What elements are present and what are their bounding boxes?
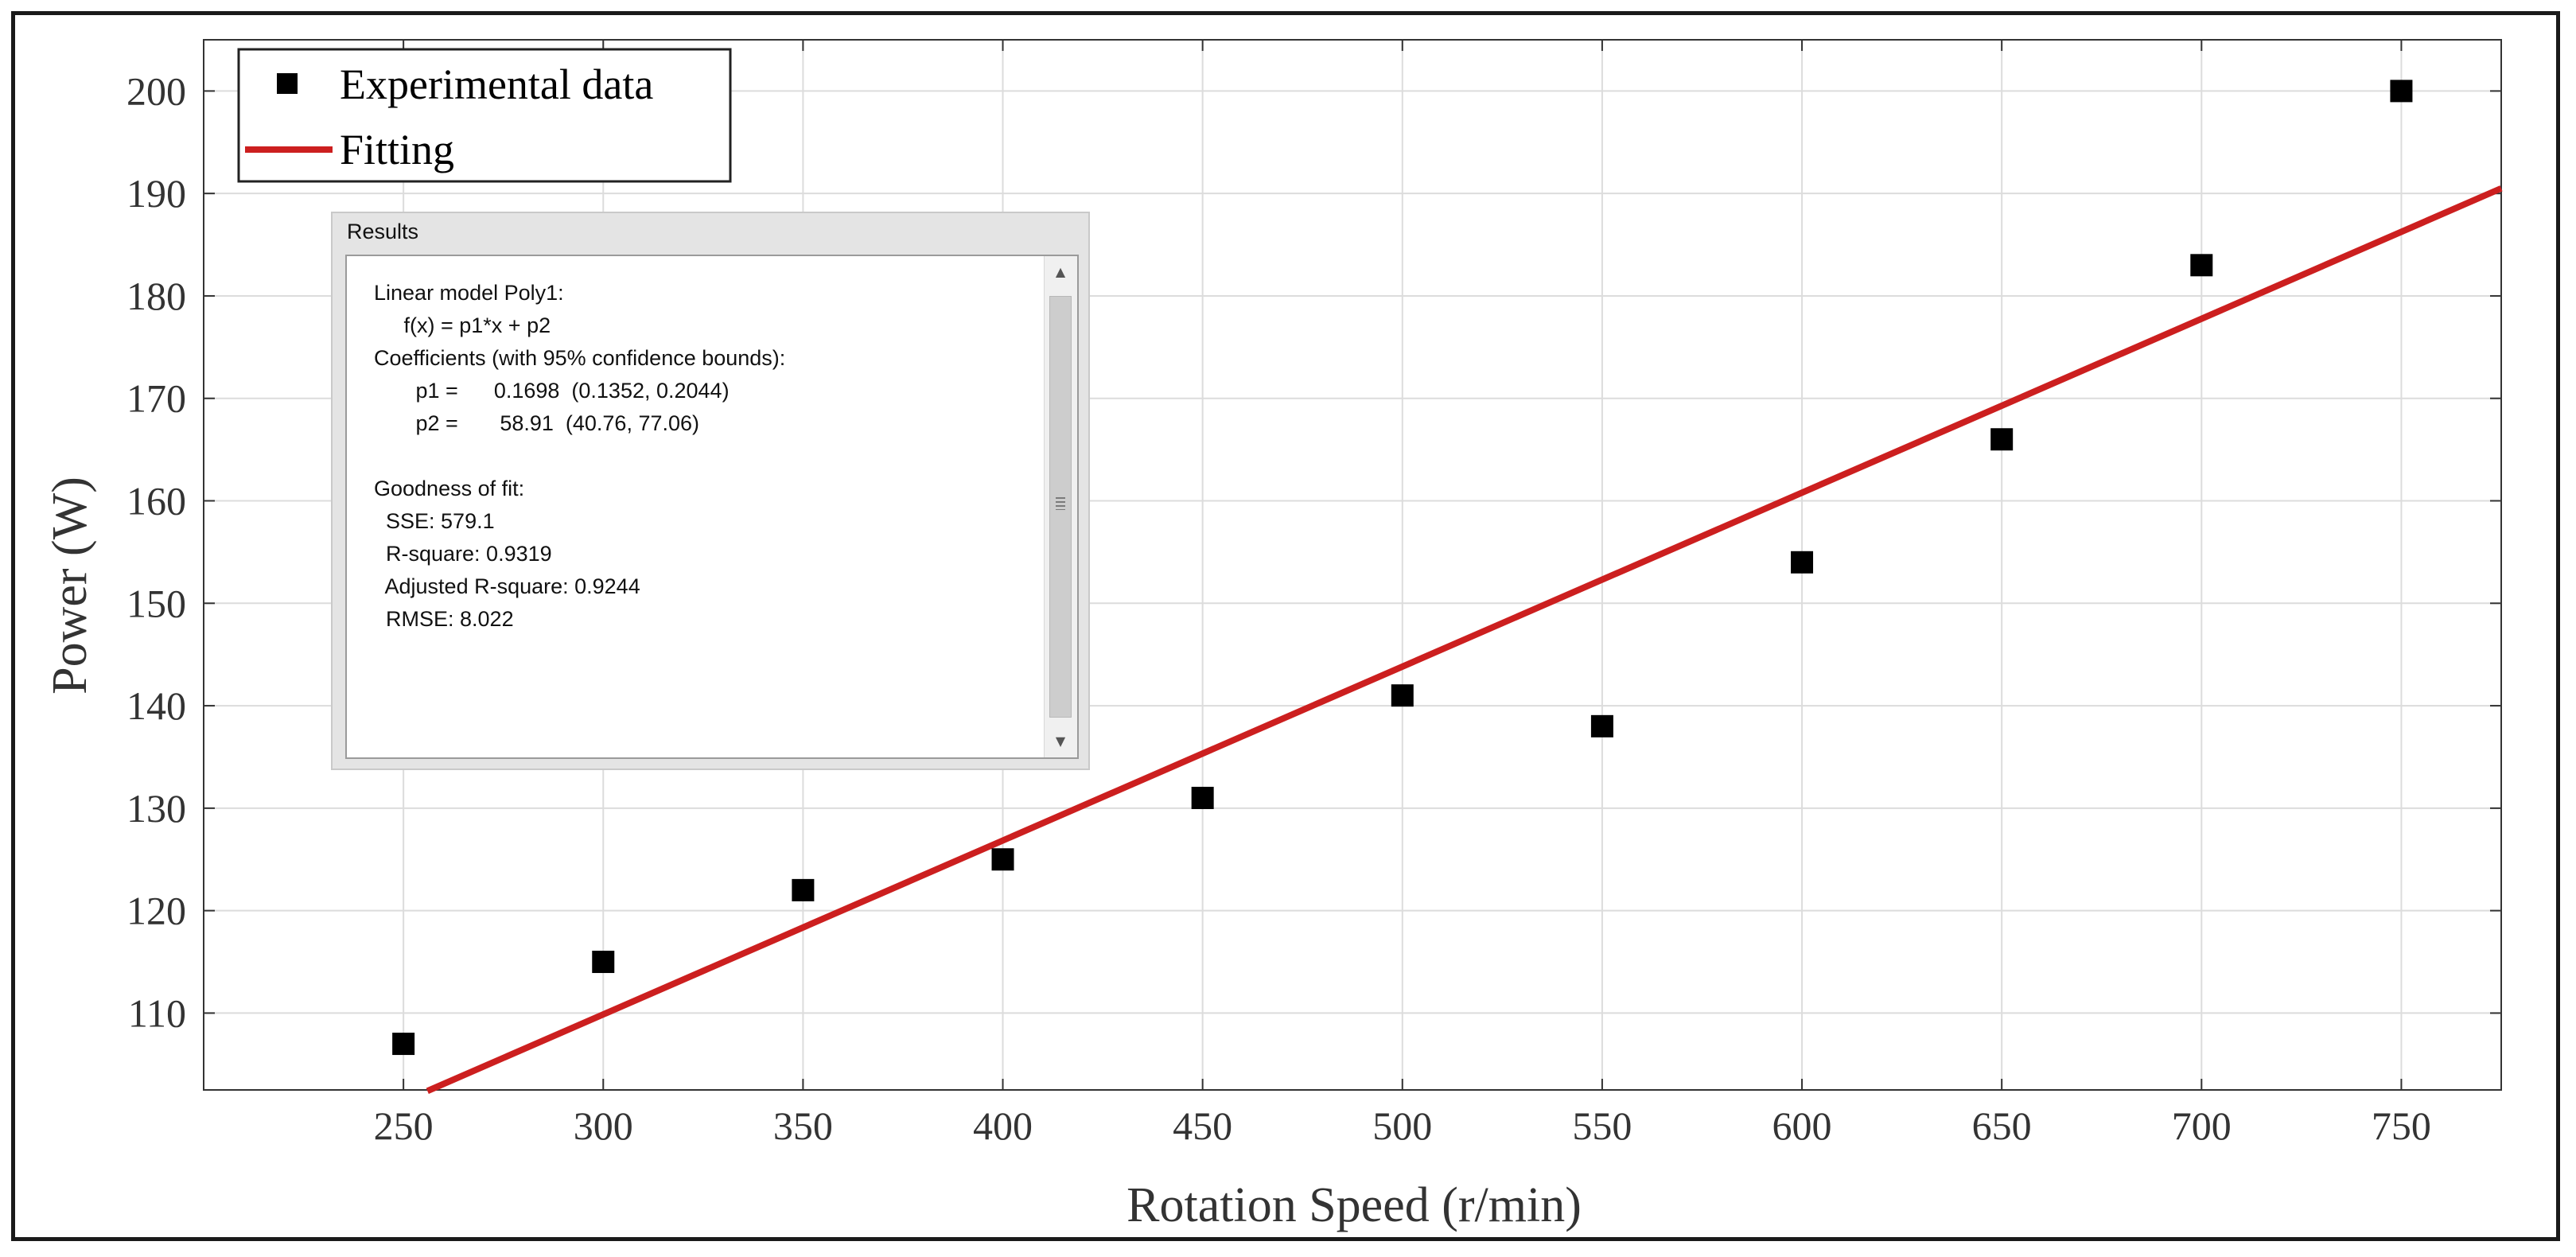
data-point <box>1191 786 1214 809</box>
results-line <box>374 440 785 473</box>
results-line: SSE: 579.1 <box>374 509 495 533</box>
data-point <box>392 1033 415 1056</box>
y-tick-label: 130 <box>126 786 186 831</box>
legend: Experimental data Fitting <box>237 48 732 183</box>
y-tick-label: 180 <box>126 274 186 318</box>
results-line: Adjusted R-square: 0.9244 <box>374 574 640 598</box>
scrollbar-grip-icon <box>1056 497 1065 510</box>
x-tick-label: 400 <box>973 1103 1033 1148</box>
y-tick-label: 200 <box>126 68 186 113</box>
data-point <box>1990 428 2014 451</box>
results-line: p2 = 58.91 (40.76, 77.06) <box>374 411 700 435</box>
fit-line <box>426 185 2503 1094</box>
results-panel: Results Linear model Poly1: f(x) = p1*x … <box>331 212 1090 770</box>
results-line: RMSE: 8.022 <box>374 607 514 631</box>
scroll-up-arrow-icon[interactable]: ▲ <box>1055 264 1066 279</box>
x-tick-label: 700 <box>2172 1103 2232 1148</box>
x-axis-title: Rotation Speed (r/min) <box>1127 1178 1582 1232</box>
x-tick-label: 350 <box>773 1103 833 1148</box>
results-title: Results <box>347 220 419 243</box>
legend-label-experimental-data: Experimental data <box>340 60 653 108</box>
x-tick-label: 450 <box>1173 1103 1232 1148</box>
results-line: p1 = 0.1698 (0.1352, 0.2044) <box>374 379 730 403</box>
fit-line-layer <box>426 185 2503 1094</box>
y-tick-label: 120 <box>126 889 186 933</box>
data-point <box>1791 551 1814 574</box>
scrollbar-thumb[interactable] <box>1049 296 1072 718</box>
y-tick-label: 170 <box>126 376 186 421</box>
legend-box <box>237 48 732 183</box>
plot-area-border <box>203 39 2502 1091</box>
results-line: R-square: 0.9319 <box>374 542 552 566</box>
x-tick-label: 750 <box>2372 1103 2431 1148</box>
results-lines: Linear model Poly1: f(x) = p1*x + p2 Coef… <box>374 277 785 636</box>
results-line: Linear model Poly1: <box>374 281 564 305</box>
axis-ticks: 250 300 350 400 450 500 550 600 650 700 750 110 120 1… <box>126 40 2501 1148</box>
y-tick-label: 140 <box>126 683 186 728</box>
legend-marker-experimental-data <box>277 73 298 94</box>
legend-label-fitting: Fitting <box>340 126 454 173</box>
x-tick-label: 500 <box>1372 1103 1432 1148</box>
data-point <box>2390 80 2413 103</box>
results-scrollbar[interactable]: ▲ ▼ <box>1044 256 1077 757</box>
results-line: f(x) = p1*x + p2 <box>374 313 551 337</box>
x-tick-label: 650 <box>1972 1103 2032 1148</box>
x-tick-label: 300 <box>574 1103 633 1148</box>
x-tick-label: 550 <box>1572 1103 1632 1148</box>
scroll-down-arrow-icon[interactable]: ▼ <box>1055 734 1066 749</box>
data-point <box>1391 684 1414 707</box>
y-axis-title: Power (W) <box>43 477 97 695</box>
data-point <box>792 878 815 901</box>
y-tick-label: 190 <box>126 171 186 216</box>
data-points-layer <box>392 80 2413 1056</box>
y-tick-label: 150 <box>126 581 186 625</box>
y-tick-label: 160 <box>126 479 186 523</box>
x-tick-label: 250 <box>374 1103 434 1148</box>
x-tick-label: 600 <box>1772 1103 1832 1148</box>
data-point <box>2190 254 2213 277</box>
data-point <box>1590 714 1613 737</box>
data-point <box>991 848 1014 871</box>
results-line: Goodness of fit: <box>374 477 525 500</box>
y-tick-label: 110 <box>128 990 186 1035</box>
data-point <box>592 951 615 974</box>
results-text-box[interactable]: Linear model Poly1: f(x) = p1*x + p2 Coef… <box>345 255 1079 759</box>
results-line: Coefficients (with 95% confidence bounds… <box>374 346 786 370</box>
